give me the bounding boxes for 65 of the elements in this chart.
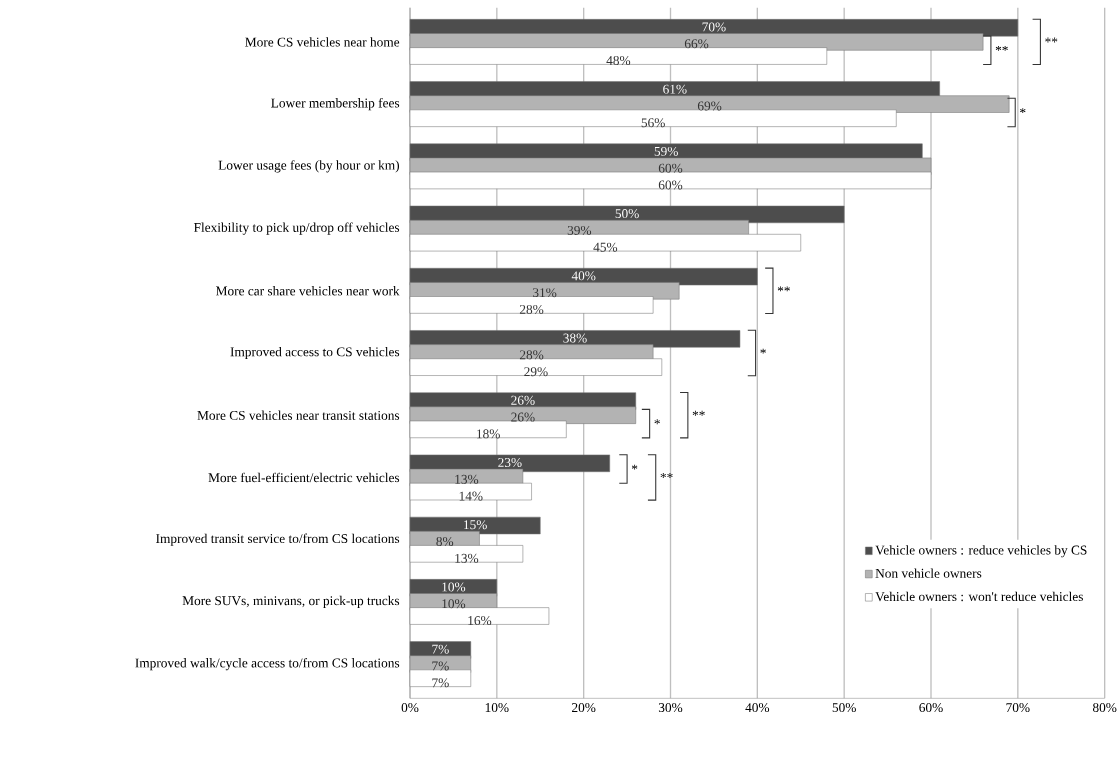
data-label: 69% (697, 101, 722, 111)
data-label: 13% (455, 474, 479, 484)
data-label: 23% (498, 458, 522, 468)
data-label: 13% (455, 553, 479, 563)
x-tick-label: 60% (919, 703, 943, 713)
data-label: 31% (533, 288, 557, 298)
x-tick-label: 40% (745, 703, 770, 713)
x-tick-label: 70% (1006, 703, 1030, 713)
y-tick-label: More CS vehicles near transit stations (197, 410, 400, 420)
data-label: 14% (459, 491, 483, 501)
y-tick-label: Improved access to CS vehicles (230, 346, 400, 360)
data-label: 26% (511, 395, 535, 405)
annotation: * (760, 348, 766, 354)
data-label: 59% (654, 146, 678, 156)
data-label: 10% (442, 582, 466, 592)
data-label: 50% (615, 209, 639, 219)
data-label: 70% (702, 22, 726, 32)
x-tick-label: 30% (658, 703, 683, 713)
data-label: 45% (593, 242, 618, 252)
y-tick-label: Flexibility to pick up/drop off vehicles (193, 222, 400, 235)
x-tick-label: 10% (485, 703, 509, 713)
x-tick-label: 50% (832, 703, 856, 713)
annotation: ** (692, 410, 705, 416)
data-label: 28% (519, 304, 544, 314)
x-tick-label: 20% (572, 703, 596, 713)
data-label: 38% (563, 333, 587, 343)
legend-label: Vehicle owners : reduce vehicles by CS (875, 545, 1087, 558)
annotation: ** (1045, 37, 1058, 43)
data-label: 56% (641, 118, 665, 128)
annotation: * (1020, 108, 1026, 114)
data-label: 40% (571, 271, 596, 281)
y-tick-label: More fuel-efficient/electric vehicles (208, 472, 400, 483)
data-label: 7% (432, 661, 449, 671)
legend-label: Vehicle owners : won't reduce vehicles (875, 591, 1083, 602)
annotation: ** (995, 45, 1008, 51)
x-tick-label: 0% (401, 703, 419, 713)
x-tick-label: 80% (1092, 703, 1117, 713)
data-label: 66% (684, 39, 709, 49)
data-label: 10% (442, 599, 466, 609)
annotation: ** (660, 473, 673, 478)
y-tick-label: Lower membership fees (271, 98, 400, 111)
data-label: 61% (663, 84, 687, 94)
annotation: * (631, 464, 638, 470)
data-label: 39% (567, 225, 592, 235)
data-label: 48% (606, 56, 631, 66)
data-label: 8% (436, 537, 454, 547)
data-label: 15% (464, 520, 487, 530)
annotation: * (654, 419, 660, 425)
y-tick-label: More CS vehicles near home (245, 37, 400, 47)
data-label: 60% (658, 180, 683, 190)
y-tick-label: Lower usage fees (by hour or km) (218, 160, 400, 173)
data-label: 29% (524, 367, 548, 377)
legend-label: Non vehicle owners (875, 568, 982, 578)
data-label: 28% (519, 350, 544, 360)
y-tick-label: More car share vehicles near work (215, 286, 400, 296)
data-label: 26% (511, 412, 535, 422)
annotation: ** (777, 286, 790, 292)
data-label: 60% (658, 163, 683, 173)
data-label: 7% (432, 644, 449, 654)
y-tick-label: Improved walk/cycle access to/from CS locations (135, 657, 400, 671)
data-label: 16% (468, 616, 492, 626)
data-label: 7% (432, 678, 449, 688)
data-label: 18% (477, 429, 500, 439)
y-tick-label: More SUVs, minivans, or pick-up trucks (182, 595, 400, 608)
y-tick-label: Improved transit service to/from CS locations (156, 533, 400, 546)
